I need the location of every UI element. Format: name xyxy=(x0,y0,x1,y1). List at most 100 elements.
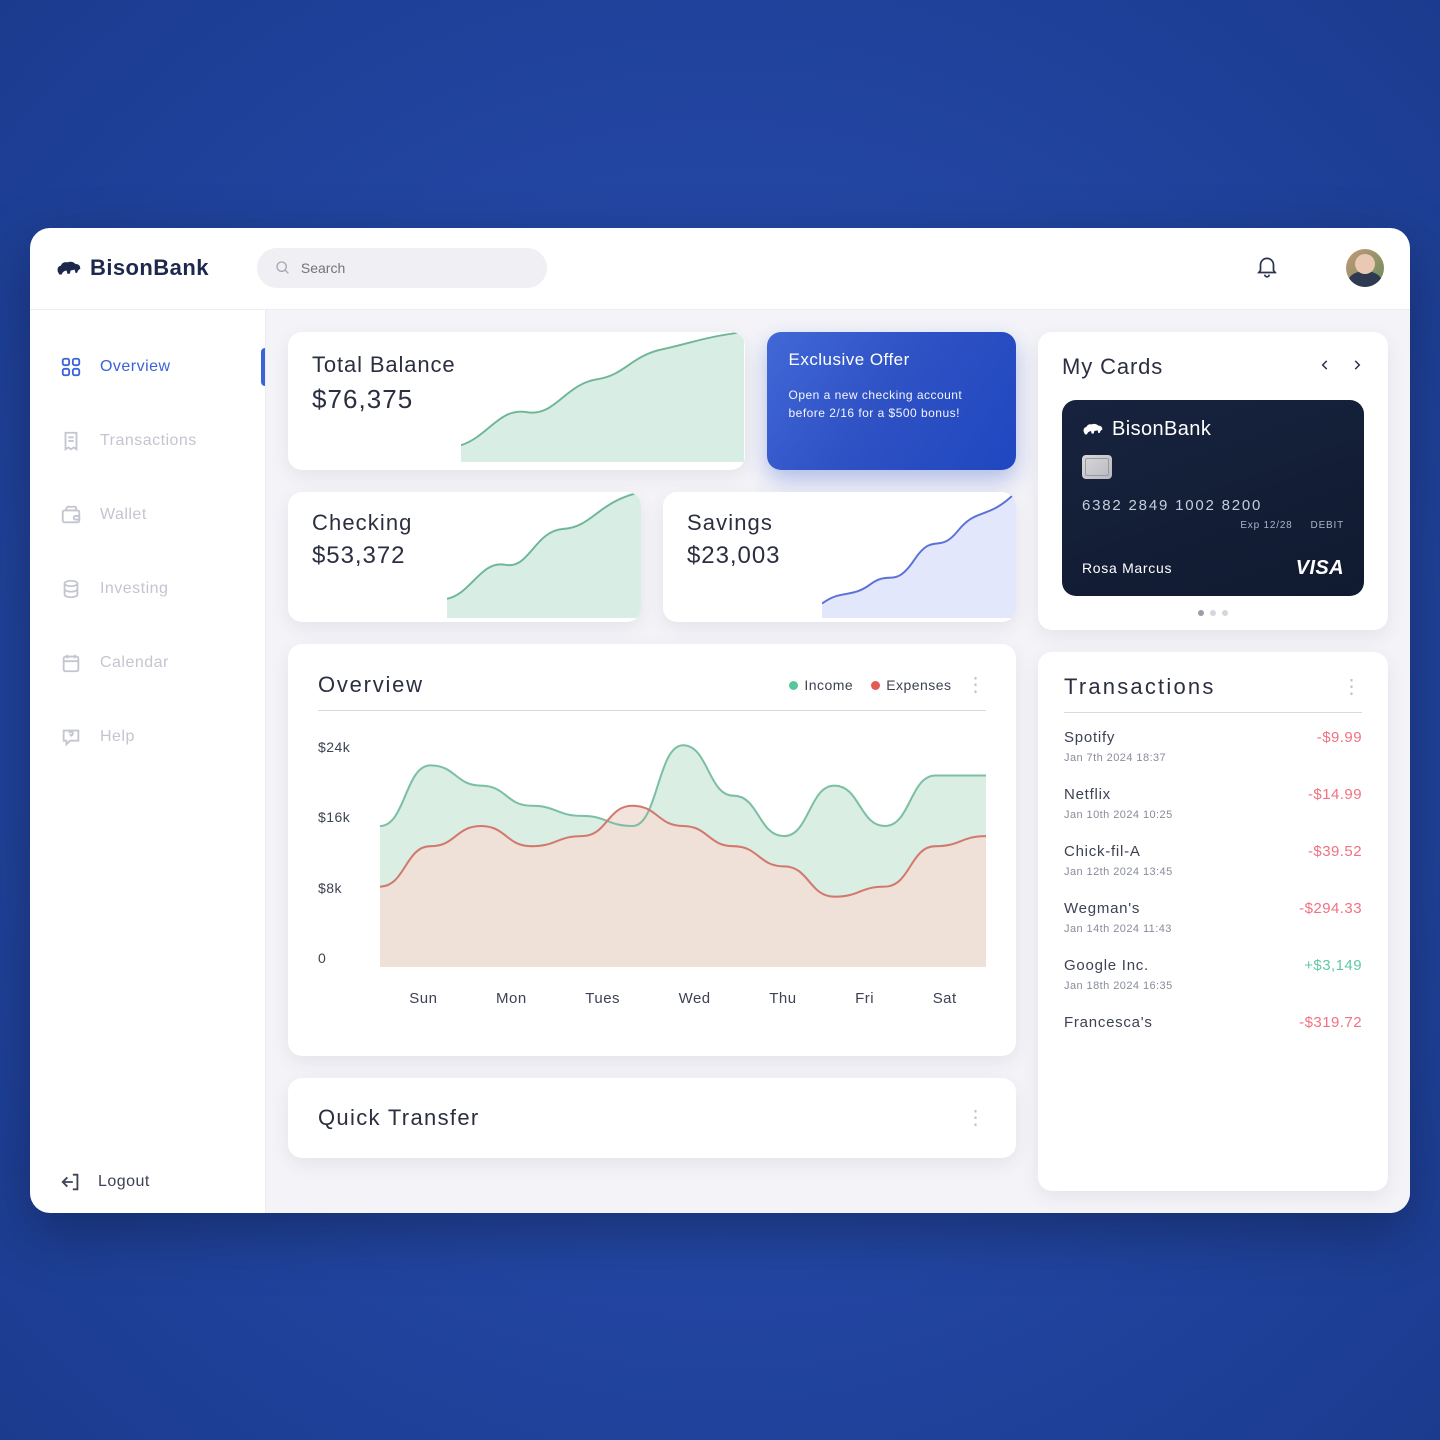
y-tick: $16k xyxy=(318,809,368,825)
logout-icon xyxy=(60,1171,82,1193)
card-chip-icon xyxy=(1082,455,1112,479)
offer-body: Open a new checking account before 2/16 … xyxy=(789,386,994,423)
sidebar-label: Help xyxy=(100,728,135,746)
sidebar-label: Calendar xyxy=(100,654,169,672)
logout-label: Logout xyxy=(98,1173,150,1191)
tx-amount: -$319.72 xyxy=(1299,1014,1362,1031)
savings-sparkline xyxy=(822,492,1016,618)
y-tick: 0 xyxy=(318,950,368,966)
tx-amount: -$9.99 xyxy=(1317,729,1362,746)
sidebar-item-investing[interactable]: Investing xyxy=(30,552,265,626)
bell-icon xyxy=(1254,253,1280,279)
sidebar-label: Wallet xyxy=(100,506,147,524)
transaction-row[interactable]: Spotify Jan 7th 2024 18:37 -$9.99 xyxy=(1064,729,1362,764)
x-tick: Mon xyxy=(496,990,527,1007)
chart-legend: Income Expenses xyxy=(789,677,951,693)
transaction-row[interactable]: NetflixJan 10th 2024 10:25-$14.99 xyxy=(1064,786,1362,821)
sidebar-label: Overview xyxy=(100,358,171,376)
main: Total Balance $76,375 Exclusive Offer Op… xyxy=(266,310,1410,1213)
tx-amount: -$39.52 xyxy=(1308,843,1362,860)
sidebar-item-transactions[interactable]: Transactions xyxy=(30,404,265,478)
transaction-row[interactable]: Chick-fil-AJan 12th 2024 13:45-$39.52 xyxy=(1064,843,1362,878)
receipt-icon xyxy=(60,430,82,452)
balance-sparkline xyxy=(461,332,744,462)
transaction-row[interactable]: Google Inc.Jan 18th 2024 16:35+$3,149 xyxy=(1064,957,1362,992)
search-icon xyxy=(275,260,291,276)
tx-time: Jan 7th 2024 18:37 xyxy=(1064,752,1166,764)
overview-title: Overview xyxy=(318,672,424,698)
card-brand: BisonBank xyxy=(1082,418,1344,441)
tx-amount: -$14.99 xyxy=(1308,786,1362,803)
sidebar-item-help[interactable]: Help xyxy=(30,700,265,774)
right-column: My Cards BisonBa xyxy=(1038,332,1388,1191)
tx-name: Chick-fil-A xyxy=(1064,843,1173,860)
sidebar-item-wallet[interactable]: Wallet xyxy=(30,478,265,552)
quick-transfer-title: Quick Transfer xyxy=(318,1105,952,1131)
transactions-list: SpotifyJan 7th 2024 18:37-$9.99NetflixJa… xyxy=(1064,729,1362,1037)
sidebar-item-calendar[interactable]: Calendar xyxy=(30,626,265,700)
legend-income: Income xyxy=(804,677,853,693)
y-tick: $24k xyxy=(318,739,368,755)
grid-icon xyxy=(60,356,82,378)
x-tick: Wed xyxy=(679,990,711,1007)
coins-icon xyxy=(60,578,82,600)
offer-line1: Open a new checking account xyxy=(789,388,963,402)
topbar: BisonBank xyxy=(30,228,1410,310)
transactions-menu-button[interactable]: ⋮ xyxy=(1342,682,1362,692)
x-tick: Sun xyxy=(409,990,437,1007)
chart-area: $24k$16k$8k0 SunMonTuesWedThuFriSat xyxy=(318,711,986,1011)
checking-card[interactable]: Checking $53,372 xyxy=(288,492,641,622)
app-window: BisonBank Overview Transactions xyxy=(30,228,1410,1213)
card-pagination-dots[interactable] xyxy=(1062,610,1364,616)
tx-name: Francesca's xyxy=(1064,1014,1153,1031)
card-type: DEBIT xyxy=(1311,520,1344,531)
card-expiry: Exp 12/28 xyxy=(1240,520,1292,531)
overview-chart-svg xyxy=(380,725,986,967)
cards-next-button[interactable] xyxy=(1350,356,1364,377)
nav: Overview Transactions Wallet Investing C… xyxy=(30,330,265,774)
user-avatar[interactable] xyxy=(1346,249,1384,287)
sidebar-item-overview[interactable]: Overview xyxy=(30,330,265,404)
transaction-row[interactable]: Wegman'sJan 14th 2024 11:43-$294.33 xyxy=(1064,900,1362,935)
tx-amount: -$294.33 xyxy=(1299,900,1362,917)
brand-logo[interactable]: BisonBank xyxy=(56,255,209,281)
quick-transfer-card[interactable]: Quick Transfer ⋮ xyxy=(288,1078,1016,1158)
help-icon xyxy=(60,726,82,748)
bison-icon xyxy=(1082,421,1104,437)
sidebar-label: Transactions xyxy=(100,432,197,450)
y-tick: $8k xyxy=(318,880,368,896)
sidebar-label: Investing xyxy=(100,580,168,598)
transaction-row[interactable]: Francesca's -$319.72 xyxy=(1064,1014,1362,1037)
offer-line2: before 2/16 for a $500 bonus! xyxy=(789,406,960,420)
x-axis-labels: SunMonTuesWedThuFriSat xyxy=(380,990,986,1007)
search-input[interactable] xyxy=(301,260,529,276)
x-tick: Sat xyxy=(933,990,957,1007)
cards-prev-button[interactable] xyxy=(1318,356,1332,377)
quick-transfer-menu-button[interactable]: ⋮ xyxy=(966,1113,986,1123)
chevron-left-icon xyxy=(1318,358,1332,372)
overview-chart-card: Overview Income Expenses ⋮ $24k$16k$8k0 … xyxy=(288,644,1016,1056)
card-network: VISA xyxy=(1296,557,1344,580)
savings-card[interactable]: Savings $23,003 xyxy=(663,492,1016,622)
tx-name: Spotify xyxy=(1064,729,1166,746)
chevron-right-icon xyxy=(1350,358,1364,372)
search-box[interactable] xyxy=(257,248,547,288)
chart-menu-button[interactable]: ⋮ xyxy=(966,680,986,690)
notifications-button[interactable] xyxy=(1254,253,1280,284)
left-column: Total Balance $76,375 Exclusive Offer Op… xyxy=(288,332,1016,1191)
y-axis-labels: $24k $16k $8k 0 xyxy=(318,739,368,967)
tx-name: Netflix xyxy=(1064,786,1173,803)
cardholder-name: Rosa Marcus xyxy=(1082,560,1172,576)
tx-time: Jan 18th 2024 16:35 xyxy=(1064,980,1173,992)
offer-title: Exclusive Offer xyxy=(789,350,994,370)
total-balance-card[interactable]: Total Balance $76,375 xyxy=(288,332,745,470)
expenses-dot xyxy=(871,681,880,690)
checking-sparkline xyxy=(447,492,641,618)
logout-button[interactable]: Logout xyxy=(30,1151,265,1213)
tx-amount: +$3,149 xyxy=(1304,957,1362,974)
tx-name: Wegman's xyxy=(1064,900,1172,917)
body: Overview Transactions Wallet Investing C… xyxy=(30,310,1410,1213)
credit-card[interactable]: BisonBank 6382 2849 1002 8200 Exp 12/28 … xyxy=(1062,400,1364,596)
offer-card[interactable]: Exclusive Offer Open a new checking acco… xyxy=(767,332,1016,470)
income-dot xyxy=(789,681,798,690)
